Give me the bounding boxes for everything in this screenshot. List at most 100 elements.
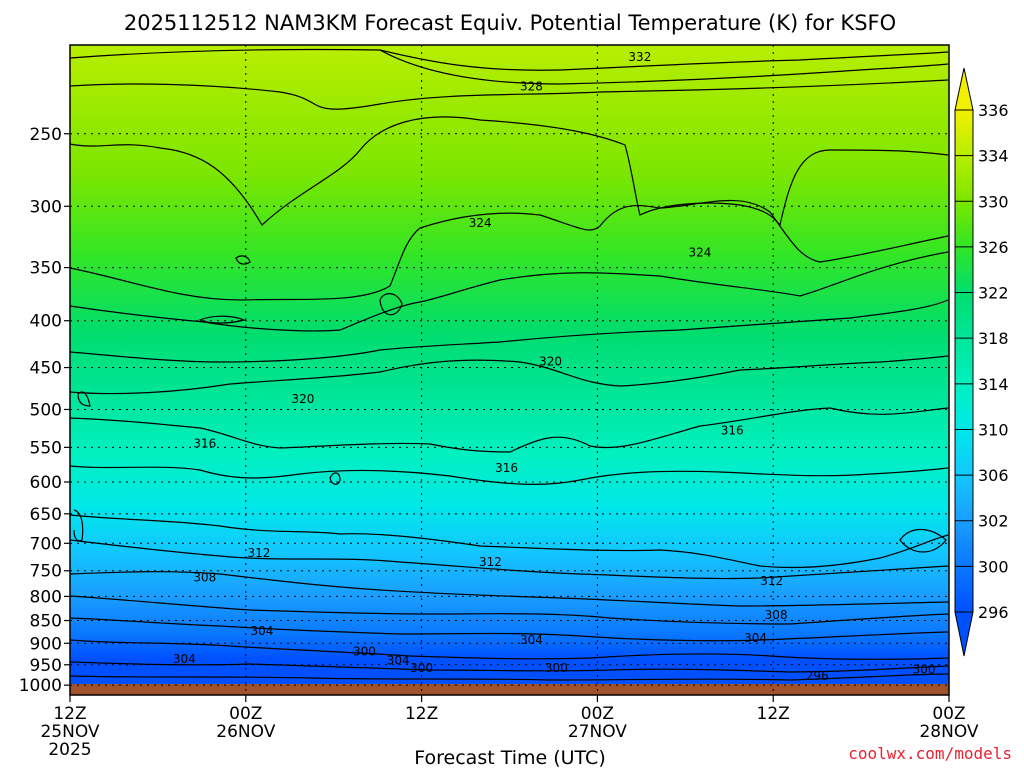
contour-line-310 xyxy=(69,539,949,580)
colorbar-label: 310 xyxy=(978,420,1009,439)
colorbar-body xyxy=(954,109,974,613)
colorbar-label: 302 xyxy=(978,512,1009,531)
contour-closed-2 xyxy=(235,255,251,265)
contour-label-text: 316 xyxy=(193,437,216,451)
contour-line-318 xyxy=(69,355,949,395)
y-axis: 2503003504004505005506006507007508008509… xyxy=(19,125,70,696)
colorbar-label: 322 xyxy=(978,284,1009,303)
contour-label: 296 xyxy=(806,669,829,683)
credit-link[interactable]: coolwx.com/models xyxy=(848,744,1012,763)
contour-line-332 xyxy=(69,48,949,71)
contour-label: 328 xyxy=(520,80,543,94)
contour-labels: 332 328 324 324 320 320 316 316 316 312 312 312 308 3… xyxy=(173,50,936,683)
contour-closed-6 xyxy=(77,391,91,407)
contour-label-text: 300 xyxy=(545,661,568,675)
y-tick-label: 750 xyxy=(30,562,62,582)
contour-label-text: 316 xyxy=(721,423,744,437)
contour-closed-1 xyxy=(198,315,246,324)
colorbar-label: 326 xyxy=(978,238,1009,257)
y-tick-label: 1000 xyxy=(19,676,62,696)
contour-label-text: 324 xyxy=(469,216,492,230)
colorbar-label: 336 xyxy=(978,101,1009,120)
colorbar-label: 306 xyxy=(978,466,1009,485)
y-tick-label: 350 xyxy=(30,259,62,279)
contour-label: 300 xyxy=(545,661,568,675)
y-tick-label: 450 xyxy=(30,359,62,379)
y-tick-label: 700 xyxy=(30,534,62,554)
y-tick-label: 650 xyxy=(30,505,62,525)
contour-line-298 xyxy=(69,673,949,681)
contour-label-text: 304 xyxy=(520,633,543,647)
contour-label-text: 300 xyxy=(410,661,433,675)
contour-closed-5 xyxy=(73,509,84,542)
x-tick-label: 27NOV xyxy=(568,722,627,742)
contour-label-text: 304 xyxy=(173,652,196,666)
y-tick-label: 250 xyxy=(30,125,62,145)
contour-line-330 xyxy=(379,49,949,85)
y-tick-label: 900 xyxy=(30,634,62,654)
contour-label: 300 xyxy=(410,661,433,675)
contour-label: 300 xyxy=(353,645,376,659)
contour-label: 312 xyxy=(760,574,783,588)
contour-line-324 xyxy=(69,199,949,301)
contour-line-304 xyxy=(69,617,949,642)
colorbar-bottom-arrow xyxy=(954,611,974,657)
x-tick-label: 00Z xyxy=(229,704,262,724)
contour-label-text: 304 xyxy=(387,654,410,668)
contour-line-314 xyxy=(69,465,949,485)
contour-closed-7 xyxy=(899,528,947,553)
contour-line-312 xyxy=(69,514,949,569)
contour-label: 312 xyxy=(248,546,271,560)
contour-line-316 xyxy=(69,407,949,453)
contour-label-text: 300 xyxy=(913,662,936,676)
contour-label-text: 308 xyxy=(193,571,216,585)
contour-closed-3 xyxy=(379,293,403,316)
contour-label-text: 300 xyxy=(353,645,376,659)
contour-line-328 xyxy=(69,79,949,110)
x-tick-label: 00Z xyxy=(581,704,614,724)
contour-label-text: 312 xyxy=(479,555,502,569)
contour-label: 304 xyxy=(250,624,273,638)
contour-label-text: 312 xyxy=(760,574,783,588)
contour-line-322 xyxy=(69,251,949,332)
terrain-band xyxy=(70,684,949,695)
contour-label: 304 xyxy=(387,654,410,668)
y-tick-label: 800 xyxy=(30,587,62,607)
contour-label-text: 320 xyxy=(539,354,562,368)
contour-label-text: 320 xyxy=(291,392,314,406)
y-tick-label: 400 xyxy=(30,312,62,332)
contour-label: 316 xyxy=(495,461,518,475)
colorbar: 296 300 302 306 310 314 318 322 326 330 334 336 xyxy=(954,67,1009,657)
contour-label: 308 xyxy=(765,608,788,622)
x-tick-label: 26NOV xyxy=(216,722,275,742)
y-tick-label: 550 xyxy=(30,438,62,458)
contour-line-300 xyxy=(69,661,949,673)
contour-lines xyxy=(69,48,949,681)
colorbar-label: 314 xyxy=(978,375,1009,394)
contour-label: 308 xyxy=(193,571,216,585)
contour-label-text: 308 xyxy=(765,608,788,622)
colorbar-label: 334 xyxy=(978,147,1009,166)
colorbar-label: 296 xyxy=(978,603,1009,622)
contour-label-text: 332 xyxy=(628,50,651,64)
y-tick-label: 500 xyxy=(30,400,62,420)
x-axis-label: Forecast Time (UTC) xyxy=(414,747,605,768)
contour-label: 304 xyxy=(744,631,767,645)
contour-line-320 xyxy=(69,299,949,363)
contour-label-text: 316 xyxy=(495,461,518,475)
y-tick-label: 850 xyxy=(30,612,62,632)
colorbar-top-arrow xyxy=(954,67,974,111)
y-tick-label: 950 xyxy=(30,656,62,676)
contour-label: 304 xyxy=(520,633,543,647)
contour-label: 316 xyxy=(721,423,744,437)
colorbar-labels: 296 300 302 306 310 314 318 322 326 330 334 336 xyxy=(955,101,1009,622)
contour-label-text: 304 xyxy=(250,624,273,638)
theta-e-field xyxy=(70,45,949,685)
contour-label: 332 xyxy=(628,50,651,64)
x-tick-label: 25NOV xyxy=(40,722,99,742)
contour-label: 312 xyxy=(479,555,502,569)
contour-label: 324 xyxy=(469,216,492,230)
contour-line-308 xyxy=(69,571,949,607)
y-tick-label: 600 xyxy=(30,473,62,493)
